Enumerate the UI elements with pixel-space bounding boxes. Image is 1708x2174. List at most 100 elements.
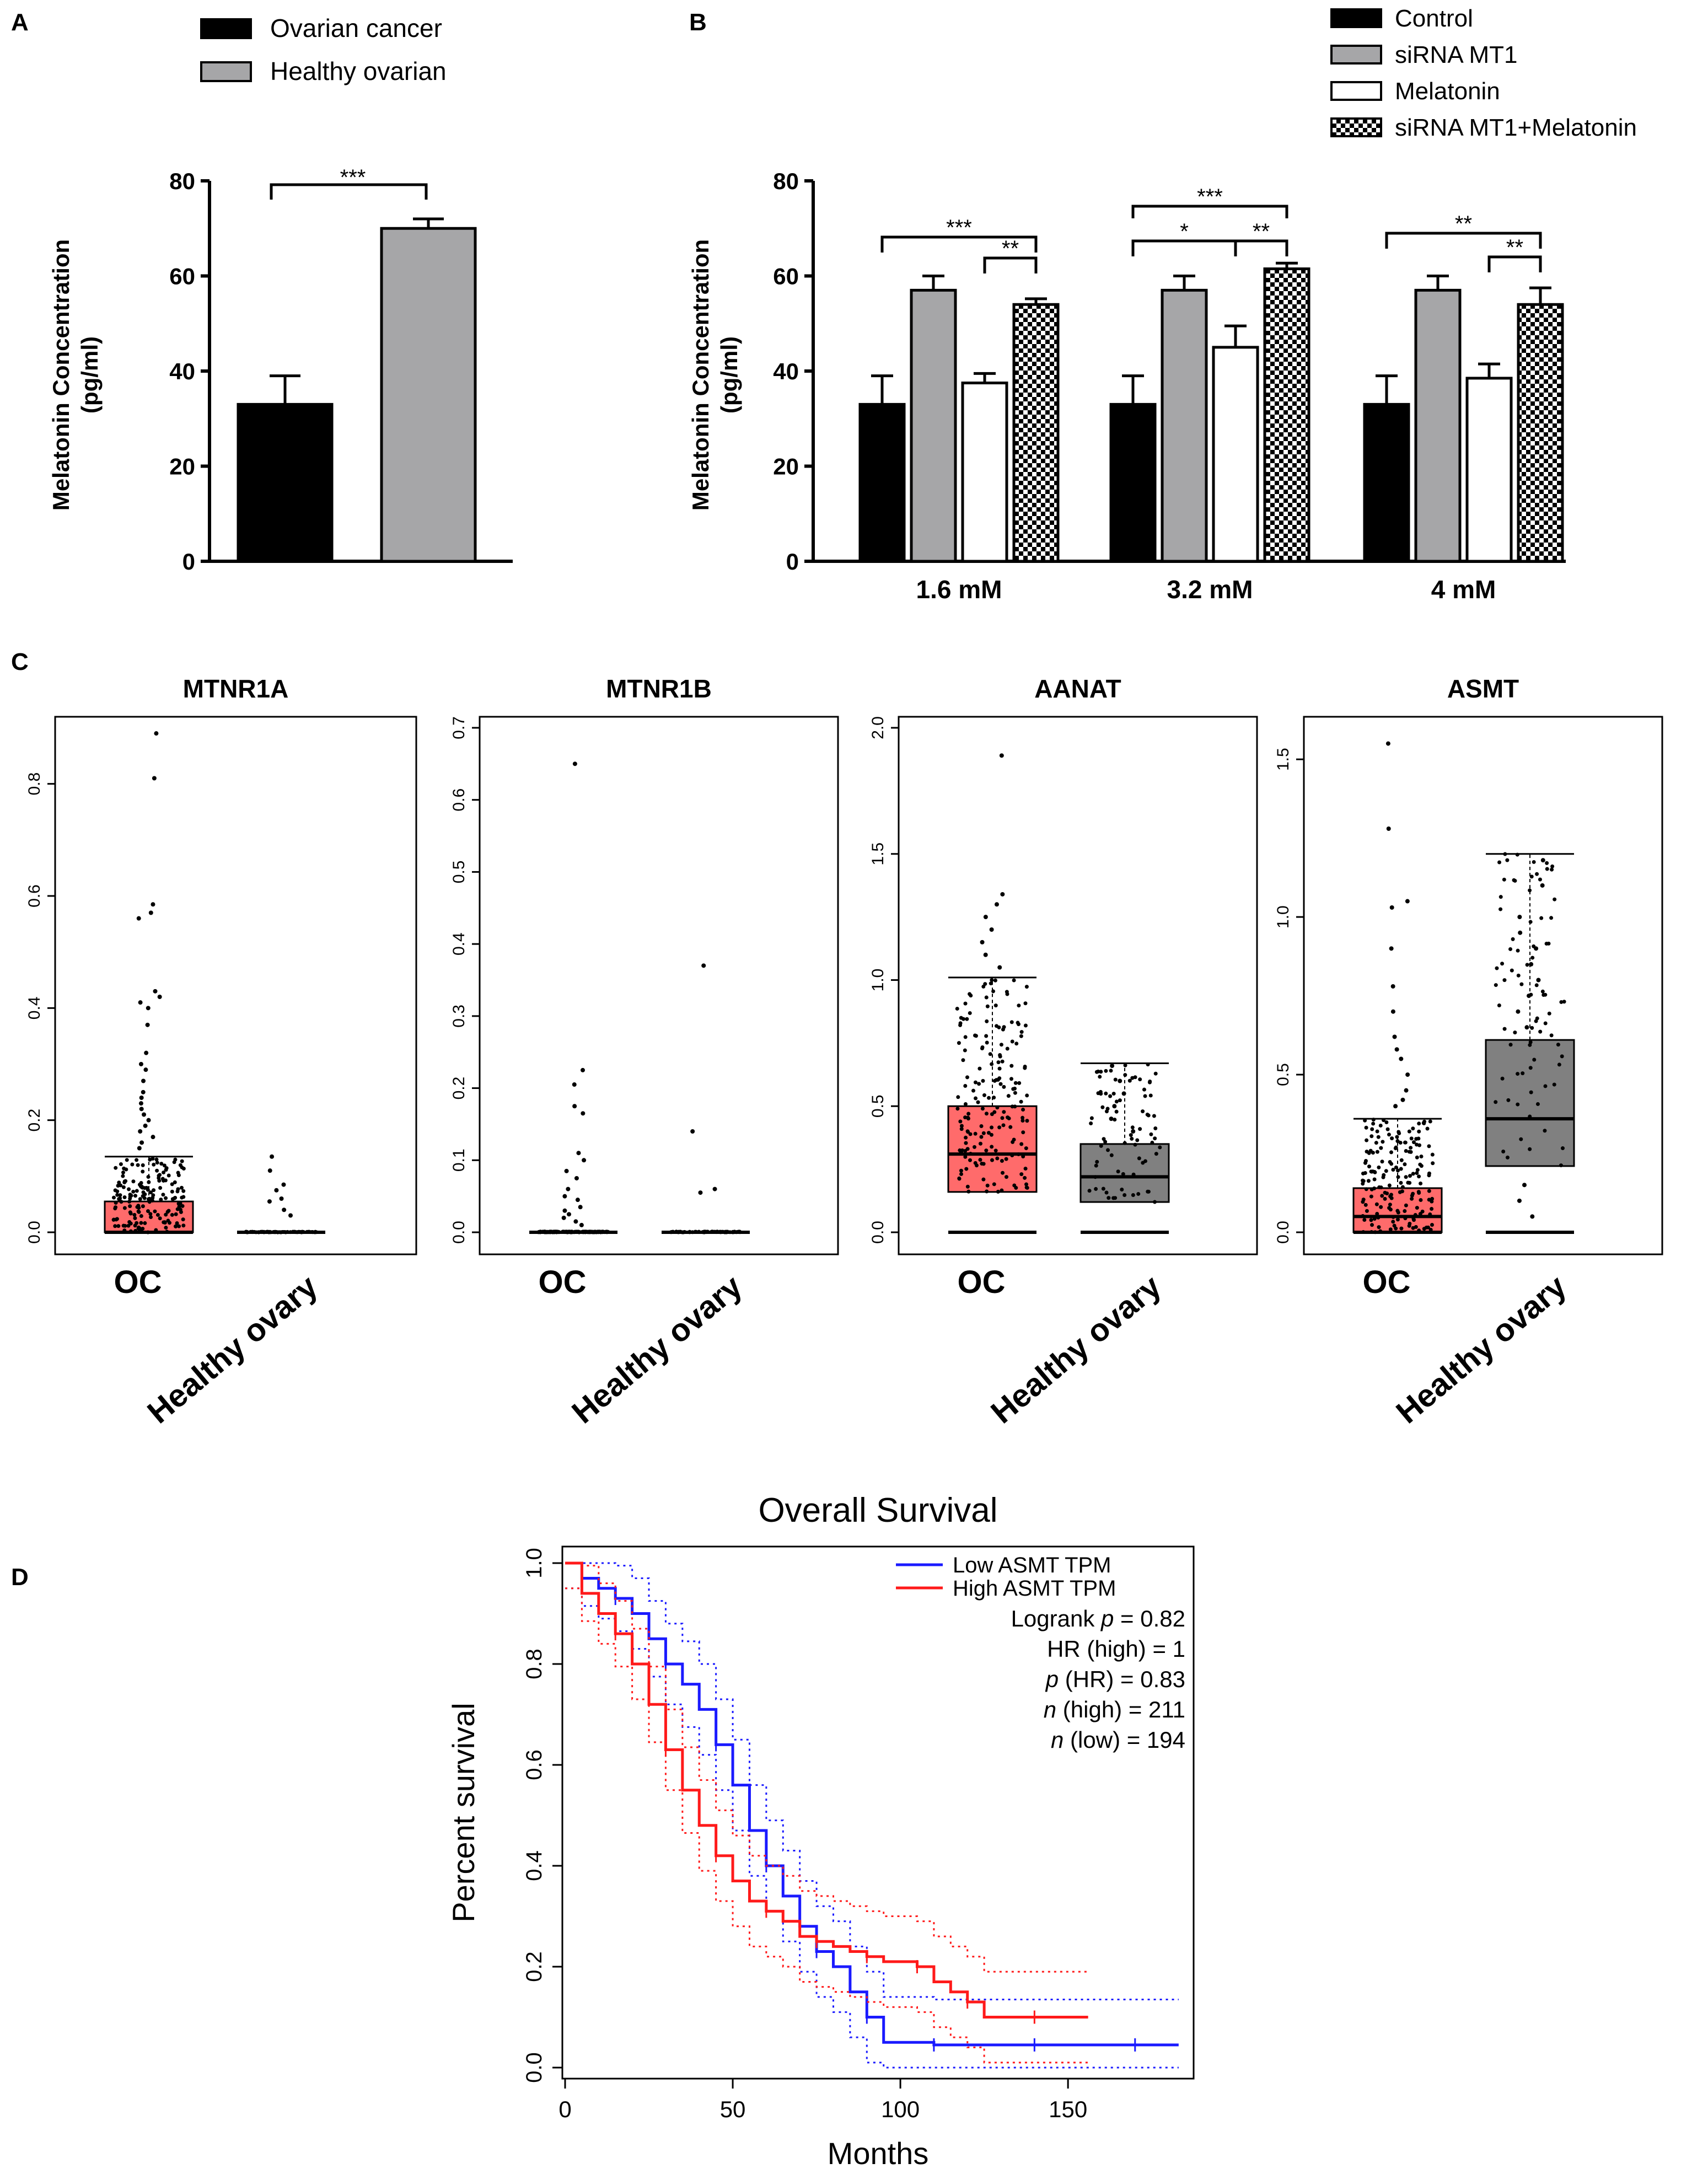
data-point bbox=[114, 1205, 118, 1210]
data-point bbox=[1495, 966, 1499, 970]
data-point bbox=[988, 1052, 992, 1056]
y-tick-label: 1.0 bbox=[869, 969, 887, 992]
data-point bbox=[151, 1195, 155, 1200]
data-point bbox=[1549, 916, 1554, 920]
data-point bbox=[1407, 1223, 1411, 1228]
y-tick-label: 0 bbox=[786, 549, 799, 575]
data-point bbox=[1431, 1161, 1435, 1166]
plot-title: MTNR1A bbox=[183, 674, 289, 703]
outlier-point bbox=[142, 1112, 147, 1117]
data-point bbox=[1413, 1214, 1417, 1218]
data-point bbox=[136, 1209, 141, 1214]
data-point bbox=[1415, 1155, 1419, 1160]
data-point bbox=[990, 1125, 994, 1130]
data-point bbox=[1417, 1129, 1421, 1134]
data-point bbox=[1497, 860, 1502, 865]
data-point bbox=[1528, 1147, 1532, 1151]
y-tick-label: 60 bbox=[169, 264, 195, 289]
bar-sirna-mt1-melatonin bbox=[1263, 267, 1310, 563]
outlier-point bbox=[136, 916, 141, 921]
data-point bbox=[998, 1054, 1002, 1059]
data-point bbox=[1374, 1141, 1378, 1145]
data-point bbox=[1109, 1069, 1113, 1073]
data-point bbox=[133, 1194, 138, 1198]
legend-swatch bbox=[1330, 45, 1382, 65]
data-point bbox=[1506, 1098, 1511, 1102]
data-point bbox=[1530, 1026, 1534, 1030]
data-point bbox=[174, 1212, 178, 1216]
data-point bbox=[1418, 1212, 1422, 1216]
data-point bbox=[259, 1230, 263, 1234]
data-point bbox=[174, 1224, 178, 1228]
data-point bbox=[122, 1195, 127, 1199]
data-point bbox=[1136, 1191, 1141, 1196]
data-point bbox=[155, 1212, 160, 1217]
data-point bbox=[141, 1204, 145, 1209]
outlier-point bbox=[1390, 1009, 1395, 1014]
data-point bbox=[1380, 1194, 1384, 1198]
outlier-point bbox=[572, 1082, 577, 1087]
data-point bbox=[1529, 1090, 1533, 1094]
y-tick-label: 0.6 bbox=[25, 884, 44, 908]
data-point bbox=[968, 1132, 973, 1136]
outlier-point bbox=[566, 1187, 571, 1191]
data-point bbox=[1559, 1163, 1563, 1168]
data-point bbox=[127, 1199, 132, 1204]
data-point bbox=[158, 1216, 162, 1221]
data-point bbox=[547, 1230, 551, 1234]
data-point bbox=[1384, 1120, 1389, 1124]
data-point bbox=[1019, 1030, 1024, 1034]
data-point bbox=[1094, 1070, 1099, 1074]
data-point bbox=[148, 1157, 152, 1162]
data-point bbox=[1388, 1203, 1392, 1207]
data-point bbox=[1137, 1156, 1141, 1161]
data-point bbox=[1389, 1193, 1393, 1197]
data-point bbox=[1001, 1171, 1005, 1175]
data-point bbox=[1106, 1148, 1110, 1152]
bar-sirna-mt1 bbox=[1161, 288, 1208, 563]
outlier-point bbox=[146, 1006, 151, 1011]
data-point bbox=[1505, 1155, 1510, 1160]
data-point bbox=[566, 1230, 570, 1234]
data-point bbox=[1127, 1078, 1132, 1083]
data-point bbox=[176, 1201, 181, 1206]
data-point bbox=[313, 1230, 318, 1234]
data-point bbox=[1502, 877, 1506, 882]
data-point bbox=[987, 1096, 991, 1100]
data-point bbox=[1409, 1146, 1413, 1150]
y-tick-label: 40 bbox=[169, 358, 195, 384]
data-point bbox=[964, 1141, 968, 1145]
legend-label: Melatonin bbox=[1395, 78, 1500, 105]
data-point bbox=[1415, 1206, 1419, 1210]
outlier-point bbox=[1405, 1072, 1410, 1077]
outlier-point bbox=[578, 1205, 583, 1210]
data-point bbox=[1148, 1093, 1153, 1098]
data-point bbox=[986, 1131, 991, 1135]
data-point bbox=[1399, 1180, 1403, 1185]
data-point bbox=[1556, 1043, 1560, 1047]
data-point bbox=[164, 1166, 169, 1171]
data-point bbox=[1396, 1175, 1400, 1179]
data-point bbox=[144, 1185, 149, 1190]
data-point bbox=[984, 995, 989, 1000]
data-point bbox=[1411, 1140, 1416, 1145]
data-point bbox=[1559, 1000, 1564, 1004]
data-point bbox=[1364, 1187, 1368, 1191]
data-point bbox=[1111, 1092, 1116, 1096]
data-point bbox=[963, 1155, 968, 1159]
data-point bbox=[297, 1230, 301, 1234]
data-point bbox=[963, 1102, 968, 1107]
outlier-point bbox=[139, 1140, 144, 1145]
data-point bbox=[181, 1223, 186, 1228]
data-point bbox=[1096, 1091, 1100, 1096]
bar-sirna-mt1-melatonin bbox=[1012, 303, 1060, 563]
data-point bbox=[971, 1088, 976, 1093]
data-point bbox=[738, 1230, 742, 1234]
bar bbox=[380, 227, 477, 563]
data-point bbox=[111, 1195, 116, 1200]
data-point bbox=[152, 1188, 156, 1193]
significance-label: ** bbox=[1002, 237, 1019, 261]
data-point bbox=[1369, 1169, 1374, 1174]
data-point bbox=[1363, 1203, 1368, 1207]
